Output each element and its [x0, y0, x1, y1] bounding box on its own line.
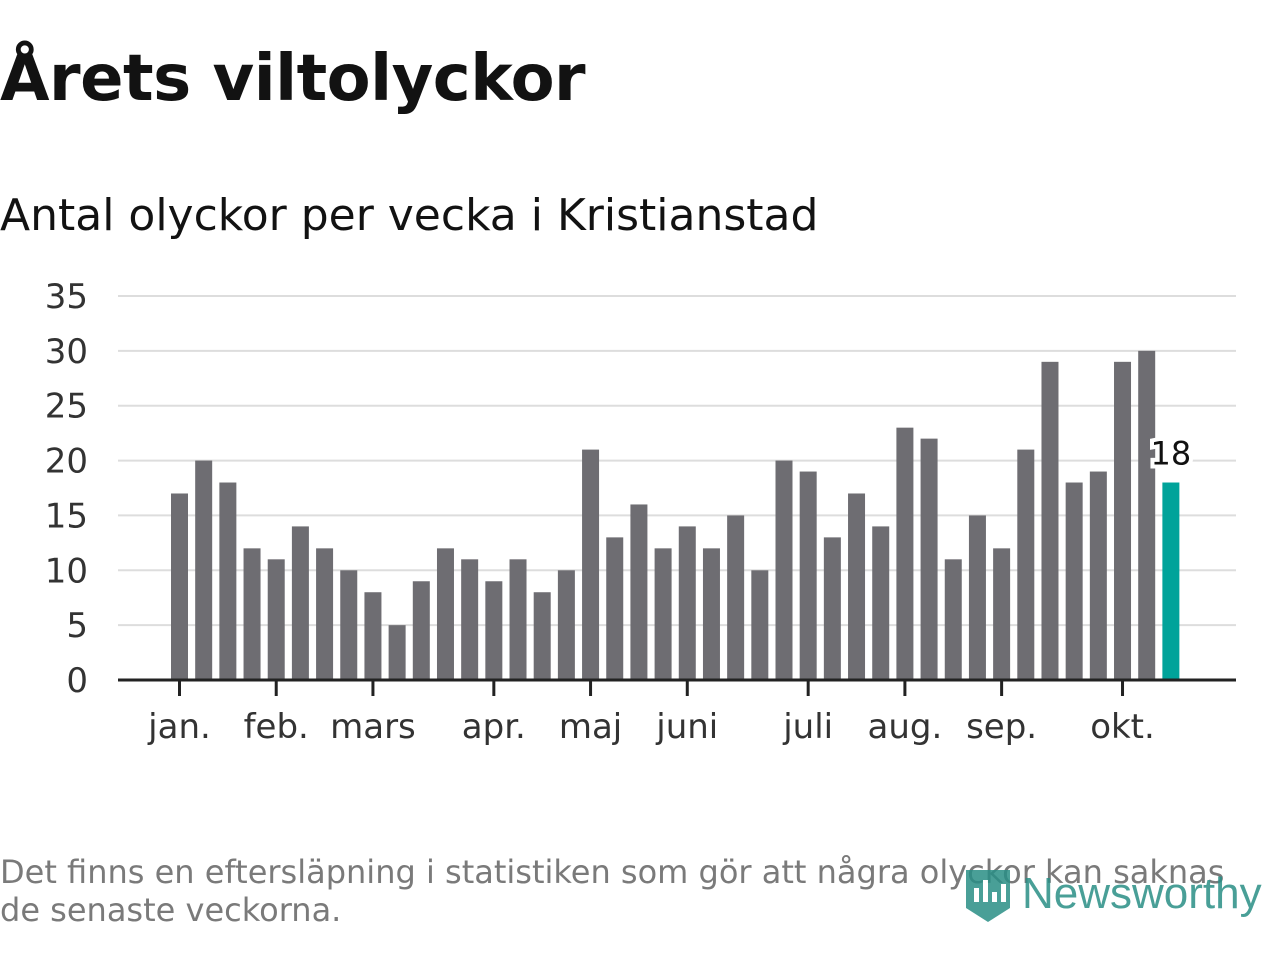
y-tick-label: 30 [45, 332, 88, 372]
bar-highlight [1162, 482, 1180, 680]
bar [316, 548, 334, 680]
bar [654, 548, 672, 680]
bar [1138, 350, 1156, 680]
bar [848, 493, 866, 680]
bar [461, 559, 479, 680]
x-tick-label: apr. [462, 707, 526, 747]
bar [243, 548, 261, 680]
footnote: Det finns en eftersläpning i statistiken… [0, 853, 1225, 929]
x-tick-label: okt. [1090, 707, 1155, 747]
bar [702, 548, 720, 680]
bar [509, 559, 527, 680]
x-tick-label: feb. [244, 707, 309, 747]
y-tick-label: 15 [45, 496, 88, 536]
x-tick-label: sep. [966, 707, 1037, 747]
data-labels: 18 [1147, 431, 1196, 477]
x-axis-ticks: jan. feb. mars apr. maj juni juli aug. sep. okt. [147, 680, 1155, 747]
bar [993, 548, 1011, 680]
bar [267, 559, 285, 680]
bar [823, 537, 841, 680]
y-tick-label: 10 [45, 551, 88, 591]
bar [195, 460, 213, 680]
newsworthy-chart-icon [966, 870, 1010, 922]
bar [582, 449, 600, 680]
bar [364, 592, 382, 680]
bar [557, 570, 575, 680]
bar [727, 515, 745, 680]
bar [751, 570, 769, 680]
bar [896, 427, 914, 680]
x-tick-label: jan. [147, 707, 211, 747]
bar [1041, 361, 1059, 680]
x-tick-label: mars [330, 707, 416, 747]
bars [171, 350, 1180, 680]
x-tick-label: juli [782, 707, 833, 747]
bar [412, 581, 430, 680]
y-tick-label: 5 [66, 606, 88, 646]
bar [219, 482, 237, 680]
bar [1089, 471, 1107, 680]
bar [171, 493, 188, 680]
bar [533, 592, 551, 680]
highlight-value-label: 18 [1151, 435, 1192, 473]
bar [775, 460, 793, 680]
bar [388, 625, 406, 680]
logo-text: Newsworthy [1022, 869, 1262, 918]
bar [968, 515, 986, 680]
bar [606, 537, 624, 680]
bar [920, 438, 938, 680]
x-tick-label: juni [655, 707, 718, 747]
x-tick-label: maj [559, 707, 622, 747]
y-tick-label: 20 [45, 442, 88, 482]
bar [1065, 482, 1083, 680]
bar [436, 548, 454, 680]
bar [944, 559, 962, 680]
bar [799, 471, 817, 680]
bar [291, 526, 309, 680]
chart-subtitle: Antal olyckor per vecka i Kristianstad [0, 190, 819, 241]
chart-title: Årets viltolyckor [0, 42, 586, 116]
y-tick-label: 0 [66, 661, 88, 701]
bar [678, 526, 696, 680]
bar [485, 581, 503, 680]
y-tick-label: 25 [45, 387, 88, 427]
bar [1114, 361, 1132, 680]
y-tick-label: 35 [45, 277, 88, 317]
bar [630, 504, 648, 680]
bar [340, 570, 358, 680]
x-tick-label: aug. [868, 707, 943, 747]
bar [872, 526, 890, 680]
bar [1017, 449, 1035, 680]
newsworthy-logo: Newsworthy [962, 862, 1262, 926]
bar-chart: 0 5 10 15 20 25 30 35 jan. feb. mars apr. maj juni ju… [45, 277, 1236, 747]
y-axis-ticks: 0 5 10 15 20 25 30 35 [45, 277, 88, 701]
